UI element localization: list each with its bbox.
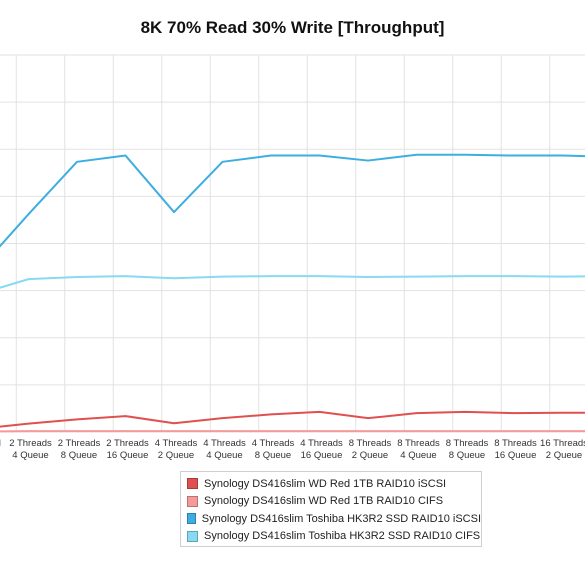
legend-item-wd-cifs[interactable]: Synology DS416slim WD Red 1TB RAID10 CIF…	[187, 493, 481, 511]
x-tick-label-threads: 4 Threads	[155, 438, 198, 449]
x-tick-label-threads: 8 Threads	[446, 438, 489, 449]
x-tick-label-queue: 4 Queue	[206, 450, 242, 461]
legend-item-ssd-iscsi[interactable]: Synology DS416slim Toshiba HK3R2 SSD RAI…	[187, 510, 481, 528]
x-tick-label-queue: 16 Queue	[107, 450, 149, 461]
data-point	[124, 415, 127, 417]
data-point	[367, 430, 369, 432]
data-point	[561, 430, 563, 432]
data-point	[561, 275, 563, 278]
legend-item-wd-iscsi[interactable]: Synology DS416slim WD Red 1TB RAID10 iSC…	[187, 475, 481, 493]
series-line-0	[0, 410, 585, 428]
series-line-2	[0, 153, 585, 248]
legend-label: Synology DS416slim WD Red 1TB RAID10 CIF…	[204, 495, 444, 508]
data-point	[415, 153, 418, 156]
data-point	[221, 430, 224, 432]
x-tick-label-threads: 4 Threads	[300, 438, 343, 449]
data-point	[464, 153, 466, 156]
data-point	[124, 275, 127, 277]
x-tick-label-queue: 2 Queue	[546, 450, 582, 461]
data-point	[561, 411, 563, 414]
data-point	[221, 275, 224, 278]
data-point	[173, 277, 175, 280]
grid	[0, 54, 585, 433]
data-point	[27, 430, 30, 432]
x-tick-label-queue: 8 Queue	[449, 450, 485, 461]
data-point	[561, 154, 563, 157]
x-tick-label-threads: 2 Threads	[106, 438, 149, 449]
x-tick-label-threads: 4 Threads	[252, 438, 295, 449]
data-point	[318, 411, 321, 413]
data-point	[173, 430, 175, 432]
data-point	[318, 275, 321, 277]
data-point	[27, 213, 30, 215]
legend-item-ssd-cifs[interactable]: Synology DS416slim Toshiba HK3R2 SSD RAI…	[187, 528, 481, 546]
x-tick-label-threads: 2 Threads	[9, 438, 52, 449]
legend-label: Synology DS416slim Toshiba HK3R2 SSD RAI…	[204, 530, 481, 543]
series-line-3	[0, 275, 585, 289]
data-point	[270, 413, 272, 416]
x-tick-label-threads: 16 Threads	[540, 438, 585, 449]
data-point	[464, 275, 466, 277]
data-point	[76, 161, 78, 163]
x-tick-label-queue: 2 Queue	[352, 450, 388, 461]
x-tick-label-threads: 8 Threads	[494, 438, 537, 449]
data-point	[173, 422, 175, 425]
legend-label: Synology DS416slim Toshiba HK3R2 SSD RAI…	[201, 512, 481, 525]
legend: Synology DS416slim WD Red 1TB RAID10 iSC…	[180, 471, 482, 547]
data-point	[367, 276, 369, 278]
data-point	[318, 430, 321, 432]
x-tick-label-queue: 4 Queue	[12, 450, 48, 461]
legend-swatch	[187, 495, 198, 507]
data-point	[512, 412, 515, 414]
x-tick-label-queue: 16 Queue	[495, 450, 537, 461]
data-point	[367, 417, 369, 419]
data-point	[221, 161, 224, 163]
x-tick-label-queue: 16 Queue	[301, 450, 343, 461]
data-point	[415, 412, 418, 414]
data-point	[124, 154, 127, 157]
data-point	[464, 411, 466, 413]
data-point	[464, 430, 466, 432]
data-point	[221, 417, 224, 419]
x-tick-label-threads: 1 Thread	[0, 438, 1, 449]
data-point	[173, 211, 175, 213]
data-point	[27, 278, 30, 280]
data-point	[415, 275, 418, 278]
data-point	[512, 154, 515, 157]
data-point	[512, 430, 515, 432]
data-point	[124, 430, 127, 432]
data-point	[415, 430, 418, 432]
chart-title: 8K 70% Read 30% Write [Throughput]	[140, 18, 445, 37]
x-tick-label-threads: 8 Threads	[397, 438, 440, 449]
x-tick-label-threads: 4 Threads	[203, 438, 246, 449]
x-tick-label-queue: 4 Queue	[400, 450, 436, 461]
x-tick-label-queue: 2 Queue	[158, 450, 194, 461]
legend-swatch	[187, 513, 196, 525]
data-point	[512, 275, 515, 277]
data-point	[270, 154, 272, 157]
data-point	[367, 159, 369, 162]
data-point	[76, 430, 78, 432]
data-point	[76, 276, 78, 278]
x-tick-label-queue: 8 Queue	[61, 450, 97, 461]
data-point	[270, 430, 272, 432]
series-lines	[0, 153, 585, 433]
legend-swatch	[187, 530, 198, 542]
x-tick-label-threads: 2 Threads	[58, 438, 101, 449]
data-point	[270, 275, 272, 277]
data-point	[318, 154, 321, 157]
x-tick-label-threads: 8 Threads	[349, 438, 392, 449]
x-tick-label-queue: 8 Queue	[255, 450, 291, 461]
data-point	[27, 422, 30, 425]
legend-label: Synology DS416slim WD Red 1TB RAID10 iSC…	[204, 477, 447, 490]
data-point	[76, 418, 78, 421]
legend-swatch	[187, 478, 198, 490]
